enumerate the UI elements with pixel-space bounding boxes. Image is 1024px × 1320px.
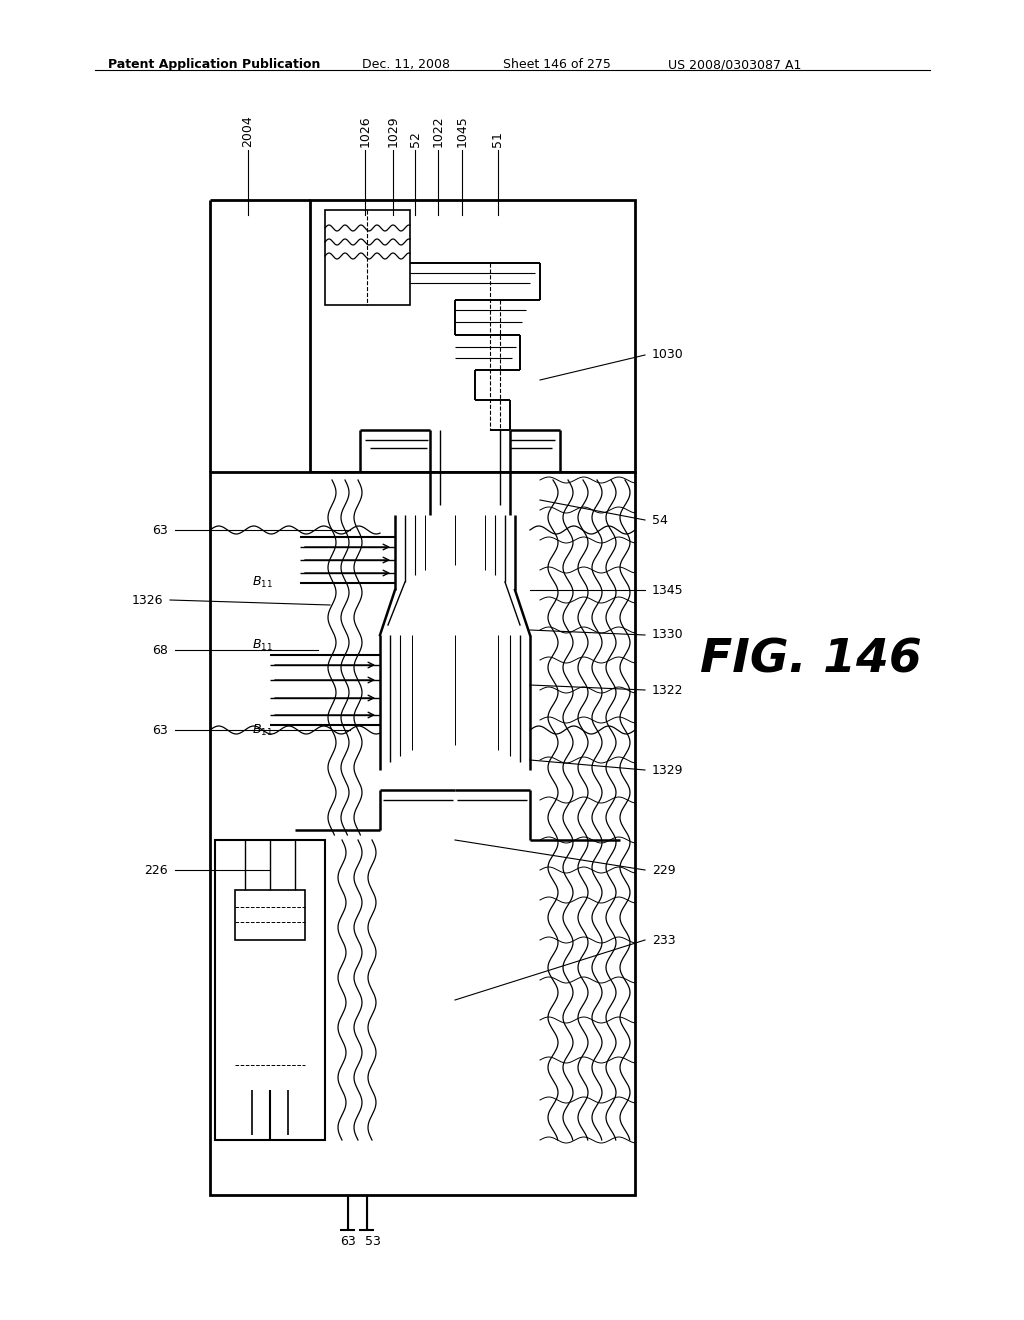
Text: 63: 63 bbox=[153, 723, 168, 737]
Text: $B_{11}$: $B_{11}$ bbox=[252, 722, 272, 738]
Text: 1026: 1026 bbox=[358, 115, 372, 147]
Bar bbox=[325, 210, 410, 305]
Text: 1029: 1029 bbox=[386, 115, 399, 147]
Text: 54: 54 bbox=[652, 513, 668, 527]
Text: FIG. 146: FIG. 146 bbox=[700, 638, 922, 682]
Text: Sheet 146 of 275: Sheet 146 of 275 bbox=[503, 58, 611, 71]
Text: 63: 63 bbox=[153, 524, 168, 536]
Text: 1326: 1326 bbox=[131, 594, 163, 606]
Text: 233: 233 bbox=[652, 933, 676, 946]
Text: 63: 63 bbox=[340, 1236, 356, 1247]
Text: 1322: 1322 bbox=[652, 684, 683, 697]
Text: 226: 226 bbox=[144, 863, 168, 876]
Bar bbox=[215, 840, 325, 1140]
Bar bbox=[234, 890, 305, 940]
Text: $B_{11}$: $B_{11}$ bbox=[252, 574, 272, 590]
Text: 1345: 1345 bbox=[652, 583, 684, 597]
Text: 1022: 1022 bbox=[431, 115, 444, 147]
Text: 1045: 1045 bbox=[456, 115, 469, 147]
Text: 1329: 1329 bbox=[652, 763, 683, 776]
Text: 51: 51 bbox=[492, 131, 505, 147]
Text: 53: 53 bbox=[366, 1236, 381, 1247]
Text: 2004: 2004 bbox=[242, 115, 255, 147]
Text: 1330: 1330 bbox=[652, 628, 684, 642]
Text: 229: 229 bbox=[652, 863, 676, 876]
Text: 68: 68 bbox=[153, 644, 168, 656]
Text: 52: 52 bbox=[409, 131, 422, 147]
Text: $B_{11}$: $B_{11}$ bbox=[252, 638, 272, 652]
Text: Patent Application Publication: Patent Application Publication bbox=[108, 58, 321, 71]
Text: Dec. 11, 2008: Dec. 11, 2008 bbox=[362, 58, 450, 71]
Text: 1030: 1030 bbox=[652, 348, 684, 362]
Bar bbox=[310, 201, 635, 473]
Bar bbox=[210, 473, 635, 1195]
Text: US 2008/0303087 A1: US 2008/0303087 A1 bbox=[668, 58, 802, 71]
